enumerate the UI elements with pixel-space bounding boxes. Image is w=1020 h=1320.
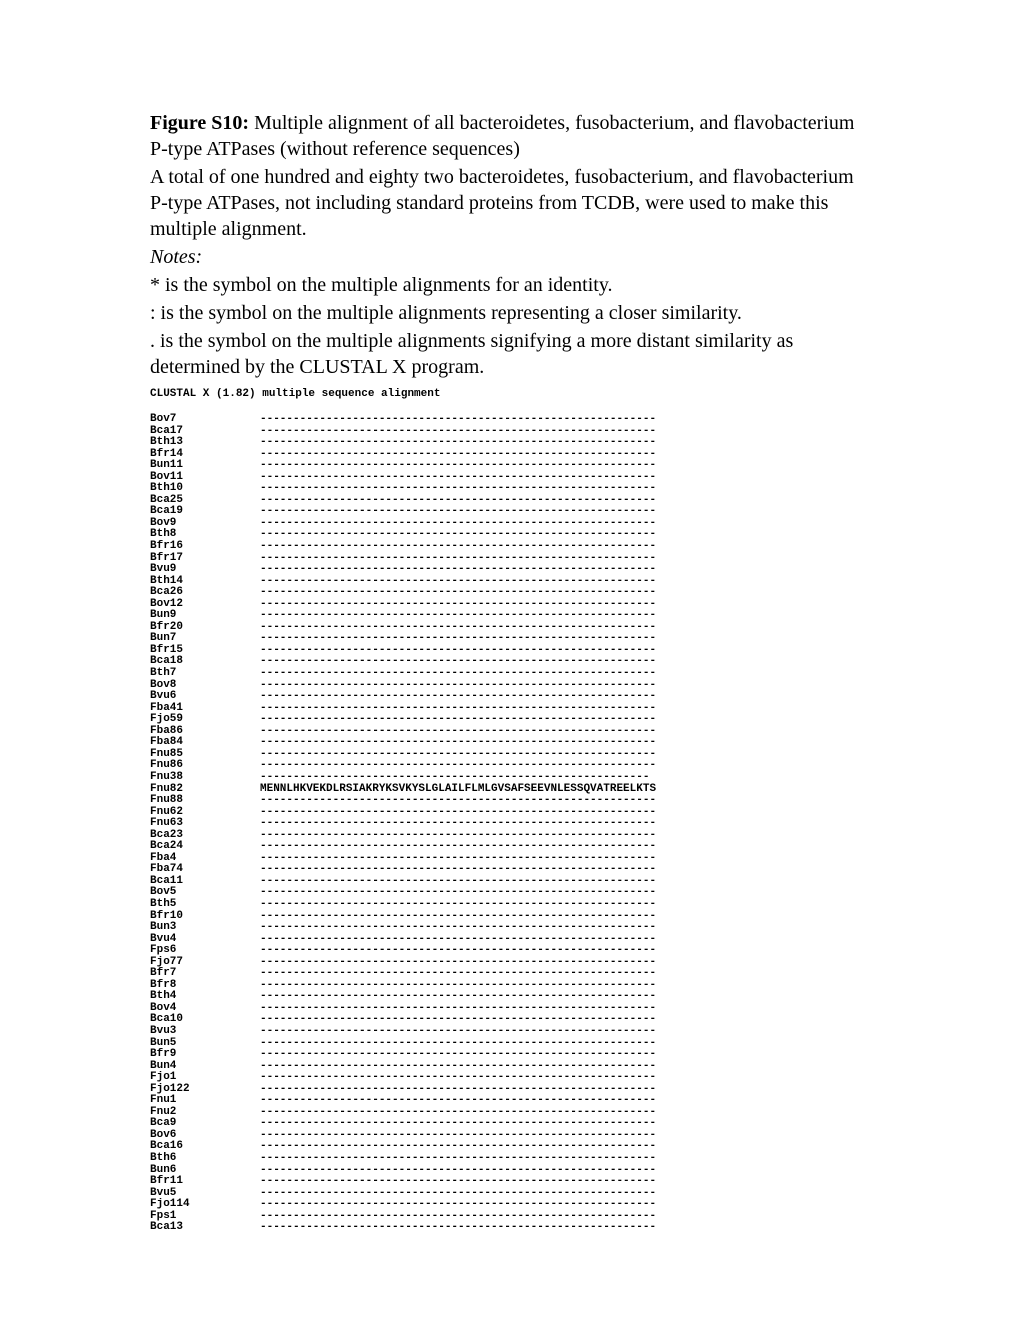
figure-title-line: Figure S10: Multiple alignment of all ba… <box>150 110 870 162</box>
clustal-header: CLUSTAL X (1.82) multiple sequence align… <box>150 388 870 400</box>
sequence-data: ----------------------------------------… <box>260 1049 656 1061</box>
alignment-row: Bca13-----------------------------------… <box>150 1222 870 1234</box>
sequence-name: Fnu88 <box>150 795 260 807</box>
sequence-name: Bfr16 <box>150 541 260 553</box>
sequence-data: ----------------------------------------… <box>260 1072 656 1084</box>
sequence-name: Fjo114 <box>150 1199 260 1211</box>
sequence-data: ----------------------------------------… <box>260 772 649 784</box>
sequence-name: Bfr11 <box>150 1176 260 1188</box>
alignment-row: Bov7------------------------------------… <box>150 414 870 426</box>
alignment-row: Fjo114----------------------------------… <box>150 1199 870 1211</box>
alignment-row: Fnu38-----------------------------------… <box>150 772 870 784</box>
document-page: Figure S10: Multiple alignment of all ba… <box>0 0 1020 1274</box>
sequence-name: Fjo1 <box>150 1072 260 1084</box>
alignment-row: Fjo1------------------------------------… <box>150 1072 870 1084</box>
alignment-row: Bfr11-----------------------------------… <box>150 1176 870 1188</box>
sequence-name: Bfr9 <box>150 1049 260 1061</box>
sequence-data: ----------------------------------------… <box>260 1222 656 1234</box>
sequence-name: Bov7 <box>150 414 260 426</box>
sequence-name: Bth7 <box>150 668 260 680</box>
sequence-name: Bun11 <box>150 460 260 472</box>
sequence-name: Bun3 <box>150 922 260 934</box>
sequence-data: ----------------------------------------… <box>260 414 656 426</box>
alignment-row: Bvu6------------------------------------… <box>150 691 870 703</box>
sequence-data: ----------------------------------------… <box>260 1026 656 1038</box>
sequence-name: Bvu3 <box>150 1026 260 1038</box>
sequence-data: ----------------------------------------… <box>260 1199 656 1211</box>
notes-label: Notes: <box>150 244 870 270</box>
sequence-data: ----------------------------------------… <box>260 795 656 807</box>
alignment-table: Bov7------------------------------------… <box>150 414 870 1234</box>
alignment-row: Bfr16-----------------------------------… <box>150 541 870 553</box>
alignment-row: Bth6------------------------------------… <box>150 1153 870 1165</box>
intro-block: Figure S10: Multiple alignment of all ba… <box>150 110 870 380</box>
note-identity: * is the symbol on the multiple alignmen… <box>150 272 870 298</box>
sequence-data: ----------------------------------------… <box>260 691 656 703</box>
note-closer-similarity: : is the symbol on the multiple alignmen… <box>150 300 870 326</box>
alignment-row: Fnu63-----------------------------------… <box>150 818 870 830</box>
sequence-name: Bca13 <box>150 1222 260 1234</box>
alignment-row: Fps6------------------------------------… <box>150 945 870 957</box>
sequence-name: Bth6 <box>150 1153 260 1165</box>
alignment-row: Bth5------------------------------------… <box>150 899 870 911</box>
alignment-row: Bth7------------------------------------… <box>150 668 870 680</box>
sequence-data: ----------------------------------------… <box>260 1176 656 1188</box>
sequence-data: ----------------------------------------… <box>260 541 656 553</box>
sequence-name: Fps6 <box>150 945 260 957</box>
sequence-name: Bvu9 <box>150 564 260 576</box>
sequence-name: Bth13 <box>150 437 260 449</box>
sequence-name: Fnu38 <box>150 772 260 784</box>
sequence-name: Fnu63 <box>150 818 260 830</box>
sequence-data: ----------------------------------------… <box>260 437 656 449</box>
sequence-data: ----------------------------------------… <box>260 668 656 680</box>
alignment-row: Bth13-----------------------------------… <box>150 437 870 449</box>
sequence-data: ----------------------------------------… <box>260 899 656 911</box>
sequence-data: ----------------------------------------… <box>260 460 656 472</box>
sequence-data: ----------------------------------------… <box>260 922 656 934</box>
sequence-data: ----------------------------------------… <box>260 945 656 957</box>
sequence-name: Bth5 <box>150 899 260 911</box>
paragraph-description: A total of one hundred and eighty two ba… <box>150 164 870 242</box>
sequence-name: Bvu6 <box>150 691 260 703</box>
alignment-row: Bfr9------------------------------------… <box>150 1049 870 1061</box>
sequence-data: ----------------------------------------… <box>260 1153 656 1165</box>
figure-title-text: Multiple alignment of all bacteroidetes,… <box>150 112 854 160</box>
alignment-row: Bun11-----------------------------------… <box>150 460 870 472</box>
alignment-row: Bun3------------------------------------… <box>150 922 870 934</box>
alignment-row: Fnu88-----------------------------------… <box>150 795 870 807</box>
alignment-row: Bvu9------------------------------------… <box>150 564 870 576</box>
figure-label: Figure S10: <box>150 112 249 134</box>
alignment-row: Bvu3------------------------------------… <box>150 1026 870 1038</box>
sequence-data: ----------------------------------------… <box>260 564 656 576</box>
sequence-data: ----------------------------------------… <box>260 818 656 830</box>
note-distant-similarity: . is the symbol on the multiple alignmen… <box>150 328 870 380</box>
